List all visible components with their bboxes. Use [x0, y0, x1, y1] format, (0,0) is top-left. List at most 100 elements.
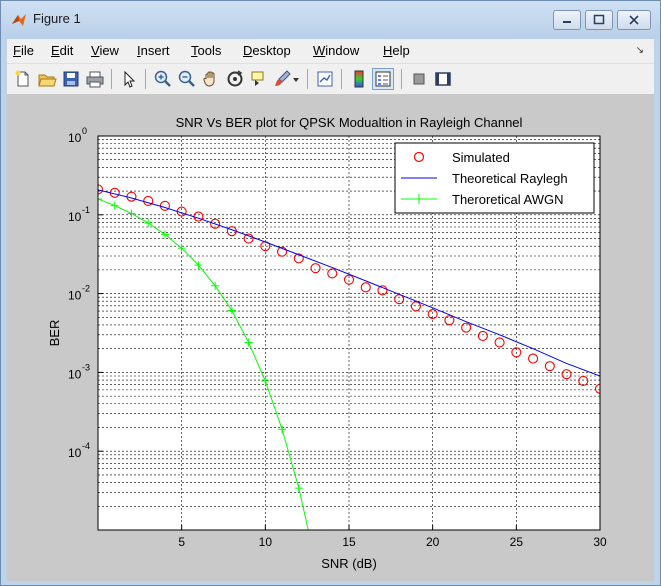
legend-awgn-marker-icon [414, 194, 424, 204]
simulated-point [427, 309, 438, 320]
dock-arrow-icon[interactable]: ↘ [635, 45, 644, 56]
awgn-point [211, 281, 220, 290]
legend-simulated-label: Simulated [452, 150, 510, 165]
x-tick-label: 30 [593, 535, 607, 549]
x-tick-label: 25 [510, 535, 524, 549]
simulated-point [561, 369, 572, 380]
title-bar[interactable]: Figure 1 [1, 1, 660, 39]
open-file-icon[interactable] [37, 69, 57, 89]
maximize-button[interactable] [585, 10, 613, 30]
y-tick-label: 10 [68, 289, 82, 303]
simulated-point [277, 246, 288, 257]
awgn-point [278, 425, 287, 434]
new-figure-icon[interactable] [13, 69, 33, 89]
x-tick-label: 20 [426, 535, 440, 549]
y-tick-exponent: -3 [82, 362, 90, 372]
simulated-point [210, 218, 221, 229]
matlab-logo-icon [12, 14, 26, 26]
simulated-point [377, 285, 388, 296]
simulated-point [98, 184, 104, 195]
x-axis-label: SNR (dB) [321, 556, 377, 571]
figure-toolbar [7, 63, 654, 94]
y-tick-exponent: -1 [82, 205, 90, 215]
y-tick-label: 10 [68, 367, 82, 381]
y-tick-exponent: -2 [82, 284, 90, 294]
menu-edit[interactable]: Edit [51, 43, 74, 58]
y-tick-label: 10 [68, 210, 82, 224]
awgn-point [144, 218, 153, 227]
simulated-point [143, 195, 154, 206]
minimize-button[interactable] [553, 10, 581, 30]
simulated-point [477, 330, 488, 342]
simulated-point [327, 268, 338, 279]
awgn-point [261, 376, 270, 385]
menu-tools[interactable]: Tools [191, 43, 222, 58]
simulated-point [494, 337, 505, 348]
simulated-point [243, 233, 254, 244]
simulated-point [544, 361, 555, 372]
simulated-point [594, 383, 600, 394]
menu-window[interactable]: Window [313, 43, 360, 58]
zoom-in-icon[interactable] [153, 69, 173, 89]
simulated-point [360, 282, 371, 293]
awgn-point [294, 484, 303, 493]
x-tick-label: 15 [342, 535, 356, 549]
link-plot-icon[interactable] [315, 69, 335, 89]
menu-insert[interactable]: Insert [137, 43, 170, 58]
awgn-point [194, 261, 203, 270]
x-tick-label: 10 [259, 535, 273, 549]
chart-title: SNR Vs BER plot for QPSK Modualtion in R… [176, 115, 523, 130]
menu-view[interactable]: View [91, 43, 119, 58]
menu-file[interactable]: File [13, 43, 34, 58]
figure-canvas: 5 10 15 20 25 30 10 0 10 -1 10 -2 10 -3 10 -4 SNR Vs B… [7, 94, 654, 581]
series-line-2 [98, 198, 309, 530]
window-title: Figure 1 [33, 11, 81, 26]
colorbar-icon[interactable] [349, 69, 369, 89]
brush-dropdown-icon[interactable] [291, 69, 301, 89]
awgn-point [177, 244, 186, 253]
awgn-point [244, 338, 253, 347]
data-cursor-icon[interactable] [249, 69, 269, 89]
print-icon[interactable] [85, 69, 105, 89]
pan-hand-icon[interactable] [201, 69, 221, 89]
menu-bar: File Edit View Insert Tools Desktop Wind… [7, 39, 654, 63]
y-axis-label: BER [47, 320, 62, 347]
brush-icon[interactable] [273, 69, 293, 89]
simulated-point [293, 253, 304, 264]
simulated-point [343, 274, 355, 285]
simulated-point [310, 263, 321, 274]
simulated-point [578, 375, 589, 386]
save-icon[interactable] [61, 69, 81, 89]
simulated-point [410, 301, 421, 312]
simulated-point [461, 322, 472, 333]
legend-icon[interactable] [372, 68, 394, 90]
x-ticks: 5 10 15 20 25 30 [178, 525, 607, 549]
menu-help[interactable]: Help [383, 43, 410, 58]
awgn-point [98, 194, 102, 203]
data-series [98, 184, 600, 566]
awgn-point [227, 306, 236, 315]
show-plot-tools-icon[interactable] [433, 69, 453, 89]
awgn-point [312, 558, 320, 566]
y-tick-exponent: -4 [82, 441, 90, 451]
legend-simulated-marker-icon [413, 151, 425, 163]
menu-desktop[interactable]: Desktop [243, 43, 291, 58]
y-tick-label: 10 [68, 131, 82, 145]
pointer-icon[interactable] [119, 69, 139, 89]
hide-plot-tools-icon[interactable] [409, 69, 429, 89]
legend-rayleigh-label: Theoretical Raylegh [452, 171, 568, 186]
rotate-3d-icon[interactable] [225, 69, 245, 89]
legend-awgn-label: Theroretical AWGN [452, 192, 564, 207]
x-tick-label: 5 [178, 535, 185, 549]
legend[interactable]: Simulated Theoretical Raylegh Theroretic… [394, 142, 595, 214]
simulated-point [511, 347, 522, 358]
awgn-point [160, 230, 169, 239]
close-button[interactable] [617, 10, 651, 30]
zoom-out-icon[interactable] [177, 69, 197, 89]
close-icon [629, 15, 639, 25]
simulated-point [444, 315, 455, 326]
simulated-point [528, 353, 539, 364]
